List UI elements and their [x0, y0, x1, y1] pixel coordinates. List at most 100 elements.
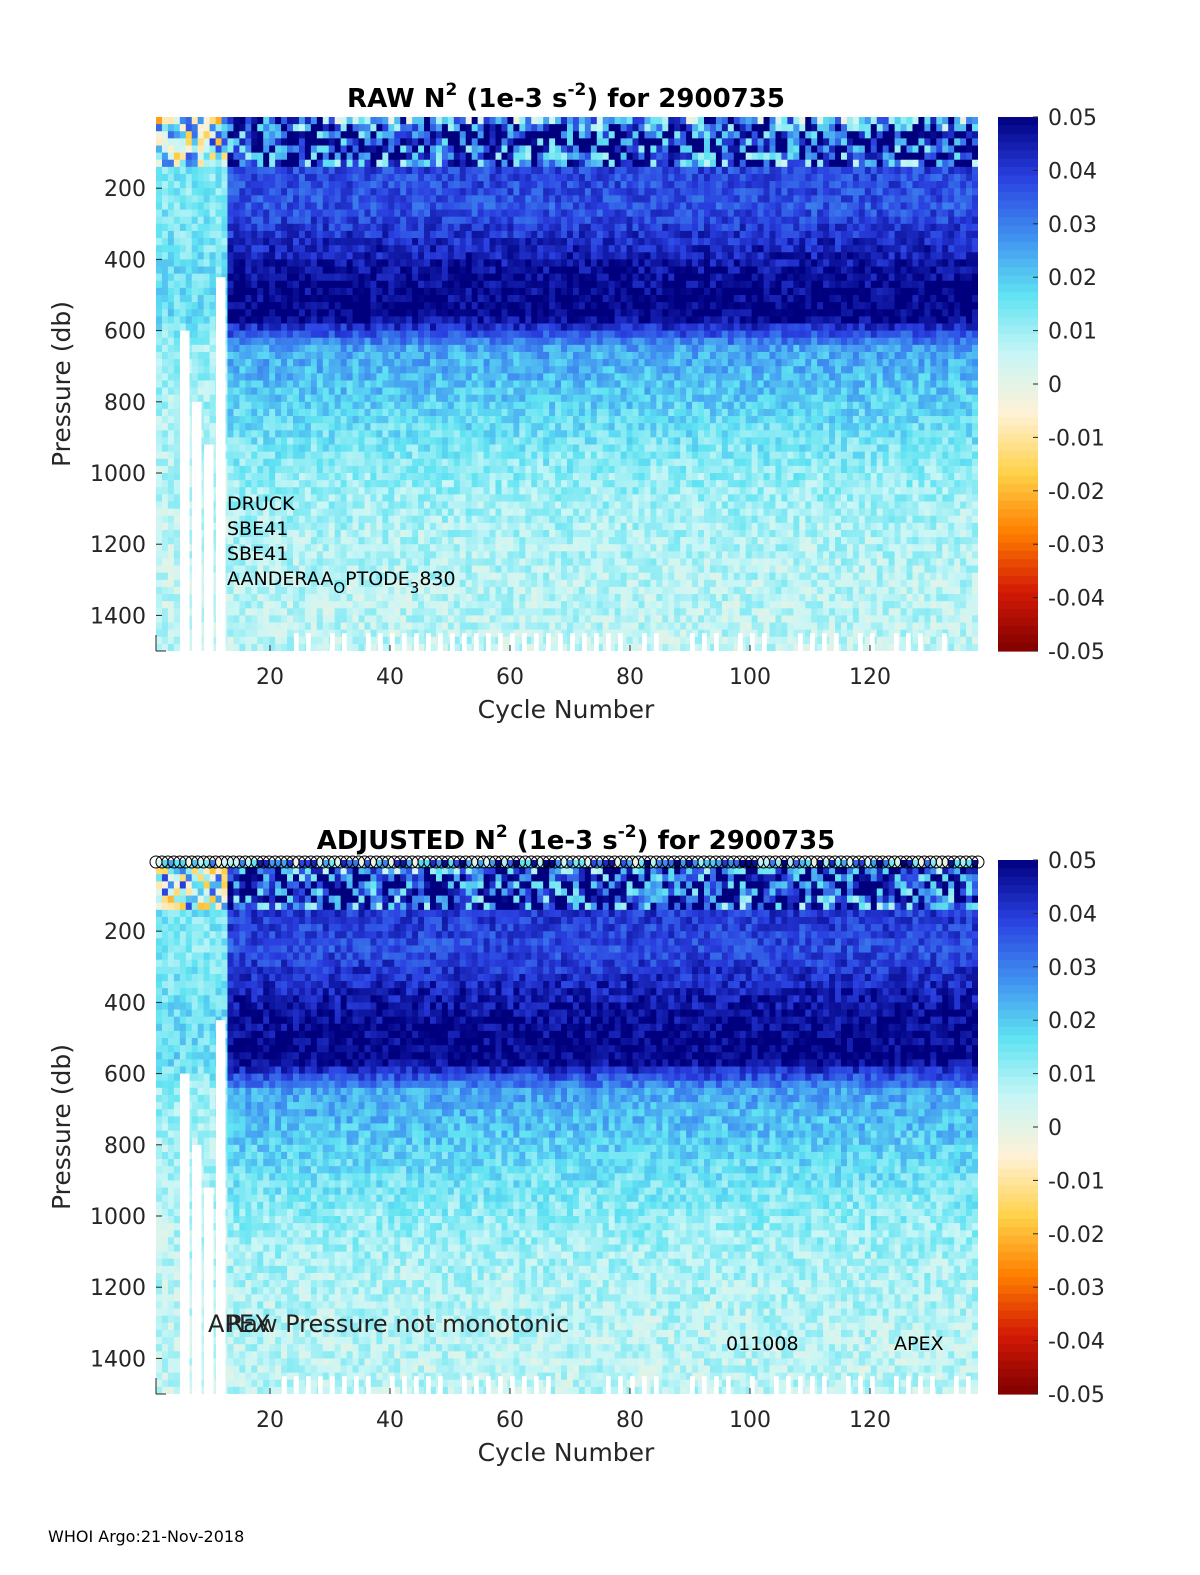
heatmap-cell	[311, 388, 318, 396]
heatmap-cell	[364, 544, 371, 552]
heatmap-cell	[501, 516, 508, 524]
heatmap-cell	[430, 452, 437, 460]
heatmap-cell	[472, 459, 479, 467]
heatmap-cell	[394, 373, 401, 381]
heatmap-cell	[382, 437, 389, 445]
heatmap-cell	[519, 566, 526, 574]
heatmap-cell	[370, 430, 377, 438]
heatmap-cell	[245, 281, 252, 289]
heatmap-cell	[370, 487, 377, 495]
heatmap-cell	[353, 388, 360, 396]
heatmap-cell	[484, 373, 491, 381]
heatmap-cell	[418, 409, 425, 417]
heatmap-cell	[472, 131, 479, 139]
heatmap-cell	[519, 594, 526, 602]
heatmap-cell	[192, 245, 199, 253]
heatmap-cell	[317, 124, 324, 132]
heatmap-cell	[287, 615, 294, 623]
heatmap-cell	[543, 117, 550, 125]
heatmap-cell	[412, 416, 419, 424]
heatmap-cell	[162, 637, 169, 645]
heatmap-cell	[364, 551, 371, 559]
heatmap-cell	[275, 124, 282, 132]
heatmap-cell	[174, 423, 181, 431]
heatmap-cell	[162, 316, 169, 324]
heatmap-cell	[484, 516, 491, 524]
heatmap-cell	[287, 188, 294, 196]
heatmap-cell	[454, 473, 461, 481]
heatmap-cell	[418, 117, 425, 125]
heatmap-cell	[490, 117, 497, 125]
heatmap-cell	[412, 309, 419, 317]
heatmap-cell	[549, 238, 556, 246]
heatmap-cell	[436, 338, 443, 346]
heatmap-cell	[162, 445, 169, 453]
heatmap-cell	[329, 331, 336, 339]
heatmap-cell	[162, 210, 169, 218]
heatmap-cell	[549, 373, 556, 381]
heatmap-cell	[490, 452, 497, 460]
heatmap-cell	[341, 160, 348, 168]
heatmap-cell	[430, 309, 437, 317]
heatmap-cell	[180, 124, 187, 132]
heatmap-cell	[269, 210, 276, 218]
heatmap-cell	[251, 316, 258, 324]
heatmap-cell	[251, 238, 258, 246]
heatmap-cell	[472, 138, 479, 146]
heatmap-cell	[394, 466, 401, 474]
heatmap-cell	[275, 274, 282, 282]
heatmap-cell	[519, 274, 526, 282]
heatmap-cell	[406, 416, 413, 424]
heatmap-cell	[400, 395, 407, 403]
heatmap-cell	[424, 430, 431, 438]
heatmap-cell	[269, 217, 276, 225]
heatmap-cell	[162, 373, 169, 381]
heatmap-cell	[317, 295, 324, 303]
heatmap-cell	[329, 615, 336, 623]
heatmap-cell	[251, 402, 258, 410]
heatmap-cell	[305, 366, 312, 374]
heatmap-cell	[484, 437, 491, 445]
heatmap-cell	[466, 359, 473, 367]
heatmap-cell	[406, 366, 413, 374]
heatmap-cell	[341, 523, 348, 531]
heatmap-cell	[174, 352, 181, 360]
heatmap-cell	[192, 352, 199, 360]
heatmap-cell	[251, 259, 258, 267]
heatmap-cell	[543, 380, 550, 388]
heatmap-cell	[227, 630, 234, 638]
heatmap-cell	[168, 345, 175, 353]
heatmap-cell	[382, 416, 389, 424]
heatmap-cell	[388, 601, 395, 609]
heatmap-cell	[442, 309, 449, 317]
heatmap-cell	[376, 430, 383, 438]
heatmap-cell	[275, 331, 282, 339]
heatmap-cell	[239, 437, 246, 445]
heatmap-cell	[406, 202, 413, 210]
heatmap-cell	[448, 402, 455, 410]
heatmap-cell	[525, 537, 532, 545]
heatmap-cell	[543, 252, 550, 260]
heatmap-cell	[311, 160, 318, 168]
heatmap-cell	[174, 224, 181, 232]
heatmap-cell	[519, 416, 526, 424]
heatmap-cell	[305, 267, 312, 275]
heatmap-cell	[353, 174, 360, 182]
heatmap-cell	[406, 480, 413, 488]
heatmap-cell	[311, 594, 318, 602]
heatmap-cell	[513, 153, 520, 161]
heatmap-cell	[448, 117, 455, 125]
heatmap-cell	[168, 473, 175, 481]
heatmap-cell	[317, 466, 324, 474]
heatmap-cell	[507, 217, 514, 225]
heatmap-cell	[537, 445, 544, 453]
heatmap-cell	[364, 309, 371, 317]
heatmap-cell	[359, 295, 366, 303]
heatmap-cell	[323, 309, 330, 317]
heatmap-cell	[496, 473, 503, 481]
heatmap-cell	[257, 416, 264, 424]
heatmap-cell	[192, 210, 199, 218]
heatmap-cell	[466, 210, 473, 218]
heatmap-cell	[424, 359, 431, 367]
heatmap-cell	[263, 274, 270, 282]
